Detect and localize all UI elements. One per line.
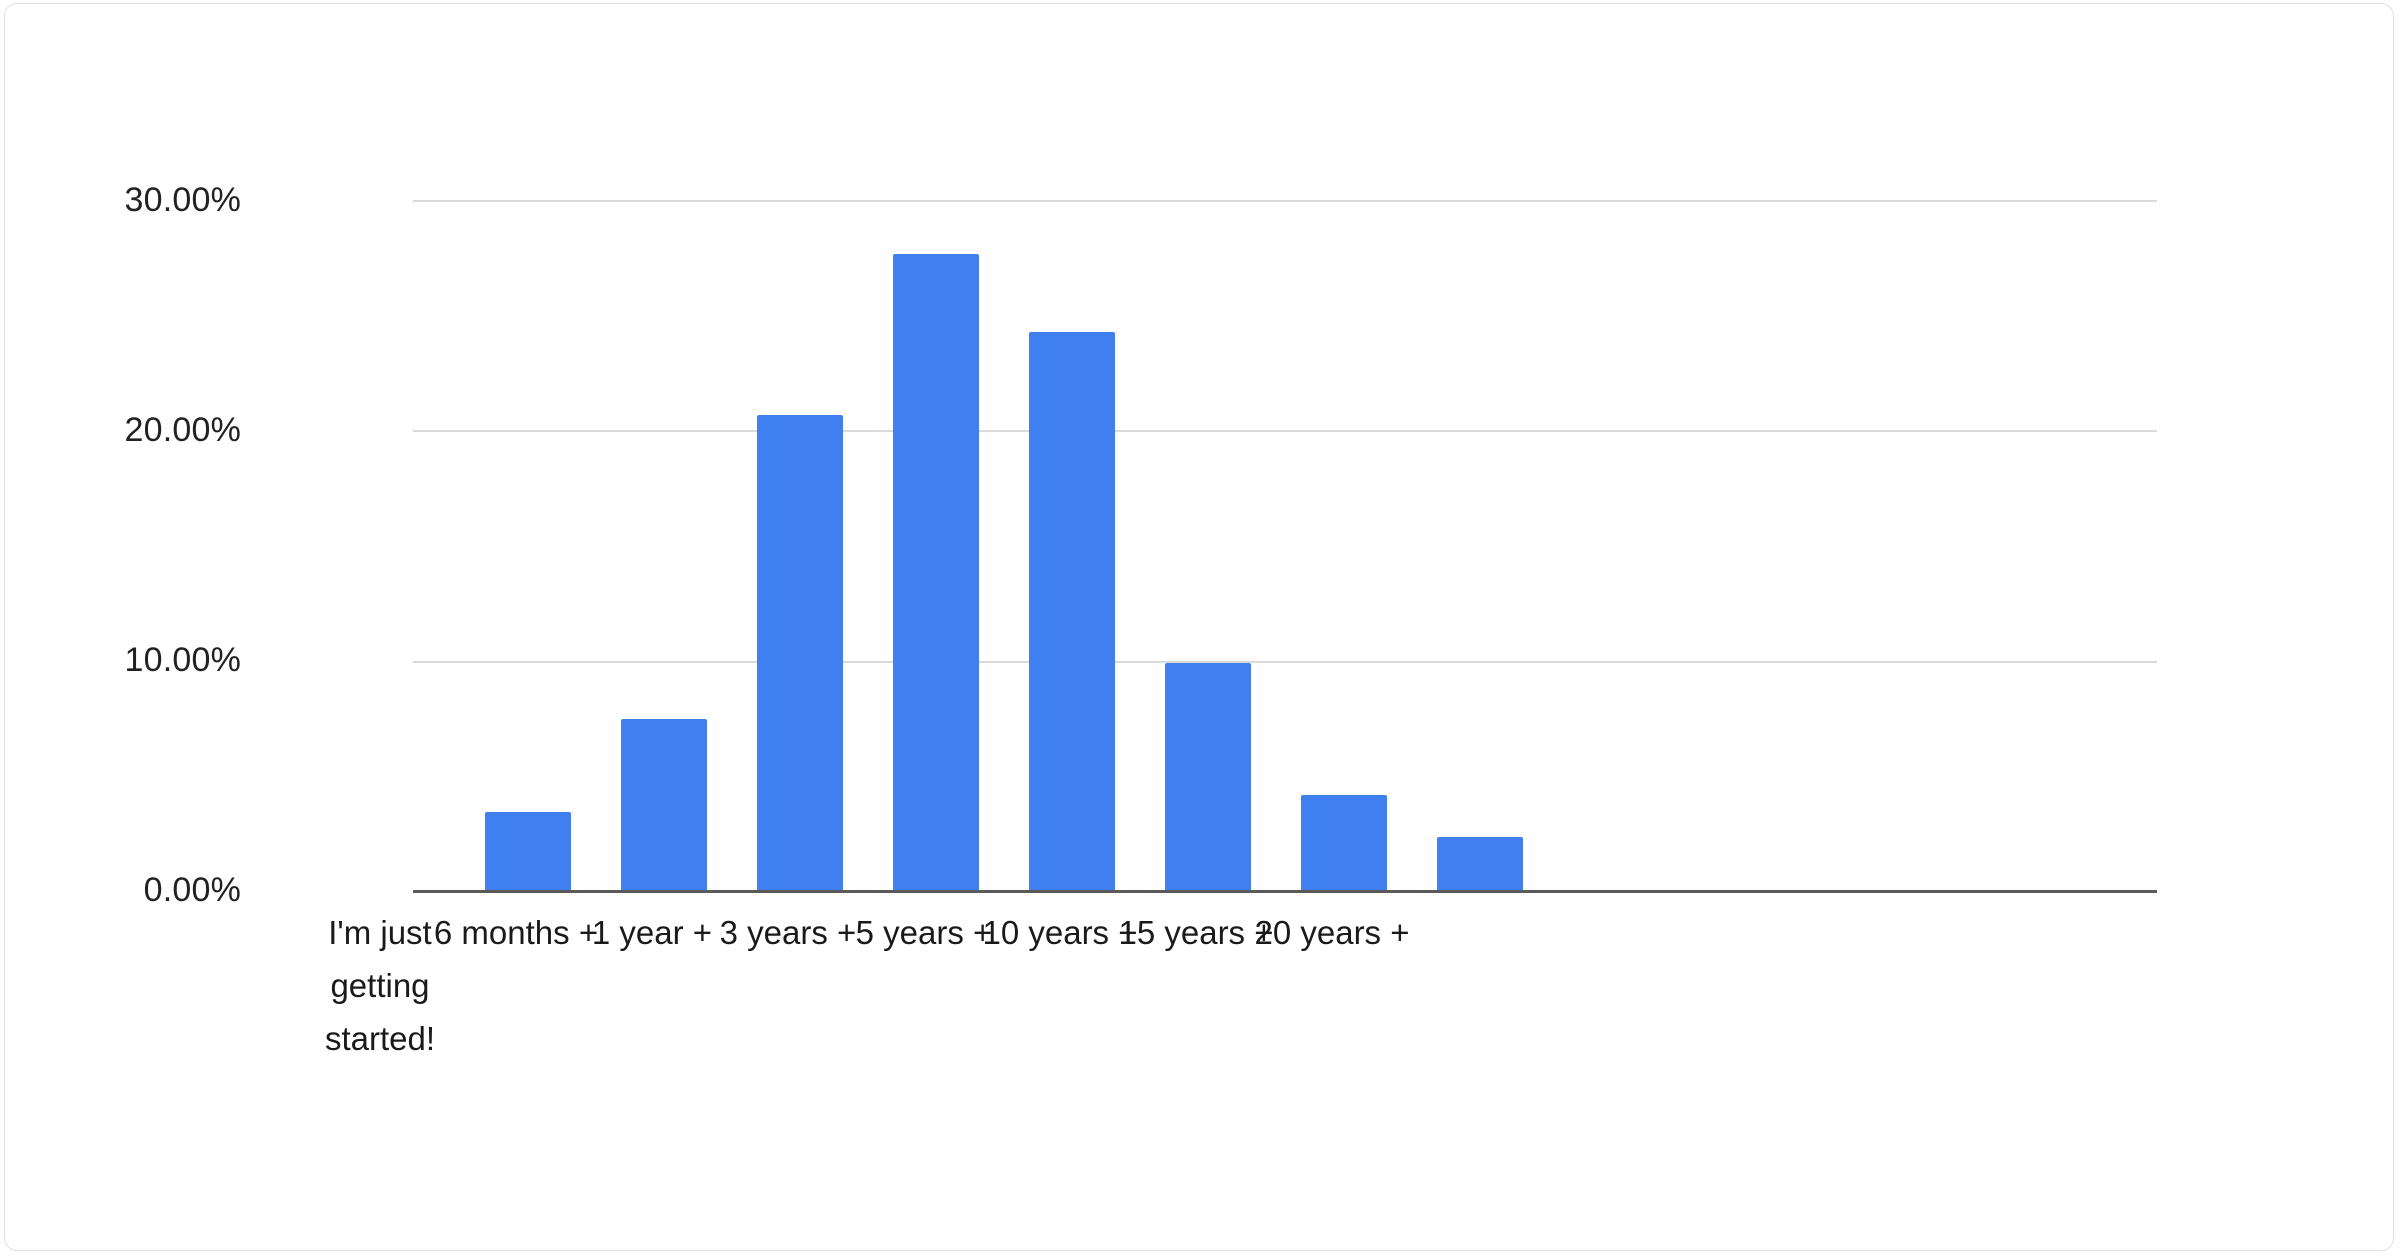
x-axis-label-7: 20 years + xyxy=(1254,914,1410,951)
bar-7[interactable] xyxy=(1437,836,1523,891)
chart-card: 30.00% 20.00% 10.00% 0.00% I'm just gett… xyxy=(4,3,2394,1251)
x-axis-line xyxy=(413,890,2157,893)
x-axis-label-5: 10 years + xyxy=(982,914,1138,951)
gridline-20 xyxy=(413,430,2157,433)
bar-5[interactable] xyxy=(1165,662,1251,891)
bar-4[interactable] xyxy=(1029,332,1115,891)
bar-1[interactable] xyxy=(621,719,707,891)
gridline-10 xyxy=(413,660,2157,663)
x-axis-label-2: 1 year + xyxy=(591,914,713,951)
bar-0[interactable] xyxy=(485,811,571,891)
x-axis-label-4: 5 years + xyxy=(855,914,993,951)
x-axis-label-0: I'm just getting started! xyxy=(324,914,436,1057)
bar-6[interactable] xyxy=(1301,795,1387,891)
plot-area xyxy=(413,200,2157,891)
bar-2[interactable] xyxy=(757,415,843,891)
y-axis-tick-label-30: 30.00% xyxy=(124,181,241,219)
bar-3[interactable] xyxy=(893,254,979,891)
x-axis-label-1: 6 months + xyxy=(433,914,599,951)
y-axis-tick-label-10: 10.00% xyxy=(124,641,241,679)
x-axis-label-6: 15 years + xyxy=(1118,914,1274,951)
y-axis-tick-label-0: 0.00% xyxy=(143,871,241,909)
y-axis-tick-label-20: 20.00% xyxy=(124,411,241,449)
x-axis-label-3: 3 years + xyxy=(719,914,857,951)
gridline-30 xyxy=(413,200,2157,202)
